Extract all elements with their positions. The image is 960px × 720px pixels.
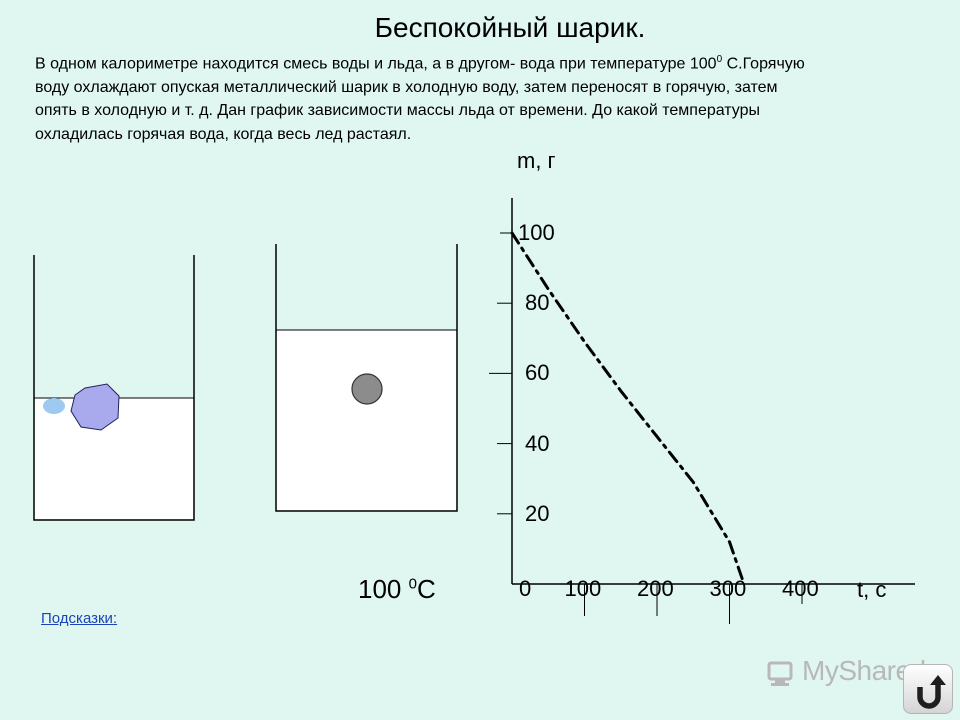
ice-mass-line	[510, 231, 746, 586]
problem-text-part2: С.Горячую воду охлаждают опуская металли…	[35, 55, 805, 143]
calorimeter-hot-water-walls	[275, 244, 458, 512]
temperature-degree-sup: 0	[408, 575, 417, 593]
x-tick-label: 200	[637, 576, 674, 601]
y-tick-label: 40	[525, 430, 550, 456]
x-tick-label: 300	[709, 576, 747, 601]
hot-water-temperature-label: 100 0C	[358, 574, 436, 605]
calorimeter-hot-water	[275, 244, 458, 512]
small-ice-piece	[43, 398, 65, 414]
y-axis-label: m, г	[517, 148, 556, 173]
temperature-unit: C	[416, 574, 436, 604]
y-tick-label: 60	[525, 360, 550, 386]
temperature-value: 100	[358, 574, 409, 604]
metal-ball	[351, 373, 383, 405]
x-tick-label: 400	[782, 576, 819, 601]
problem-text: В одном калориметре находится смесь воды…	[35, 48, 805, 146]
problem-text-part1: В одном калориметре находится смесь воды…	[35, 55, 717, 73]
x-tick-label: 100	[564, 576, 602, 601]
hints-link[interactable]: Подсказки:	[41, 610, 118, 627]
x-tick-label: 0	[519, 576, 532, 601]
large-ice-piece	[70, 383, 120, 431]
y-tick-label: 100	[518, 220, 555, 245]
calorimeter-ice-water-walls	[33, 255, 195, 521]
page-title: Беспокойный шарик.	[374, 12, 646, 43]
myshared-logo-icon	[767, 661, 793, 686]
y-tick-label: 80	[525, 290, 550, 316]
problem-degree-sup: 0	[716, 54, 723, 65]
calorimeter-ice-water	[33, 255, 195, 521]
x-axis-label: t, с	[857, 577, 887, 602]
return-button[interactable]	[903, 664, 953, 714]
return-arrow-icon	[917, 675, 946, 709]
hot-water	[277, 330, 456, 510]
y-tick-label: 20	[525, 500, 550, 526]
watermark: MyShared	[766, 655, 926, 687]
